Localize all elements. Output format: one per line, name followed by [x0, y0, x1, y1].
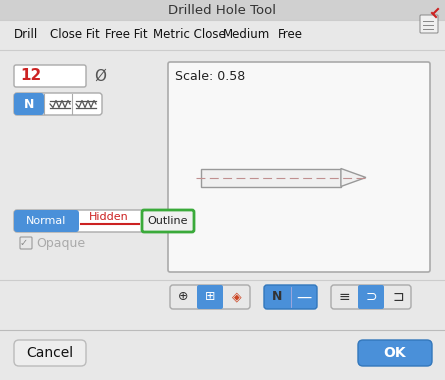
Text: ◈: ◈	[232, 290, 242, 304]
Text: Drilled Hole Tool: Drilled Hole Tool	[168, 5, 276, 17]
Text: Ø: Ø	[94, 68, 106, 84]
Text: ⊕: ⊕	[178, 290, 188, 304]
Text: Drill: Drill	[14, 28, 38, 41]
Text: Hidden: Hidden	[89, 212, 129, 222]
Text: N: N	[272, 290, 282, 304]
Text: Metric Close: Metric Close	[153, 28, 226, 41]
Text: —: —	[296, 290, 311, 304]
FancyBboxPatch shape	[14, 93, 102, 115]
FancyBboxPatch shape	[142, 210, 194, 232]
Text: ⊞: ⊞	[205, 290, 215, 304]
Text: Scale: 0.58: Scale: 0.58	[175, 70, 245, 82]
Text: ≡: ≡	[338, 290, 350, 304]
FancyBboxPatch shape	[14, 93, 44, 115]
FancyBboxPatch shape	[197, 285, 223, 309]
FancyBboxPatch shape	[14, 210, 169, 232]
FancyBboxPatch shape	[358, 285, 384, 309]
Text: N: N	[24, 98, 34, 111]
Polygon shape	[201, 168, 341, 187]
Text: Medium: Medium	[223, 28, 270, 41]
Bar	[0, 0, 445, 20]
Text: ⊐: ⊐	[392, 290, 404, 304]
FancyBboxPatch shape	[264, 285, 317, 309]
FancyBboxPatch shape	[168, 62, 430, 272]
Text: OK: OK	[384, 346, 406, 360]
Polygon shape	[341, 168, 366, 187]
Text: Cancel: Cancel	[26, 346, 73, 360]
Text: ⊃: ⊃	[365, 290, 377, 304]
FancyBboxPatch shape	[14, 340, 86, 366]
Text: 12: 12	[20, 68, 41, 84]
FancyBboxPatch shape	[331, 285, 411, 309]
Text: Outline: Outline	[148, 216, 188, 226]
FancyBboxPatch shape	[14, 210, 79, 232]
Text: Free: Free	[278, 28, 303, 41]
FancyBboxPatch shape	[170, 285, 250, 309]
FancyBboxPatch shape	[20, 237, 32, 249]
Text: ✓: ✓	[20, 238, 28, 248]
Bar	[0, 20, 445, 50]
Text: Normal: Normal	[26, 216, 66, 226]
Text: Close Fit: Close Fit	[50, 28, 100, 41]
FancyBboxPatch shape	[14, 65, 86, 87]
FancyBboxPatch shape	[420, 15, 438, 33]
Text: Free Fit: Free Fit	[105, 28, 148, 41]
FancyBboxPatch shape	[358, 340, 432, 366]
Text: Opaque: Opaque	[36, 236, 85, 250]
